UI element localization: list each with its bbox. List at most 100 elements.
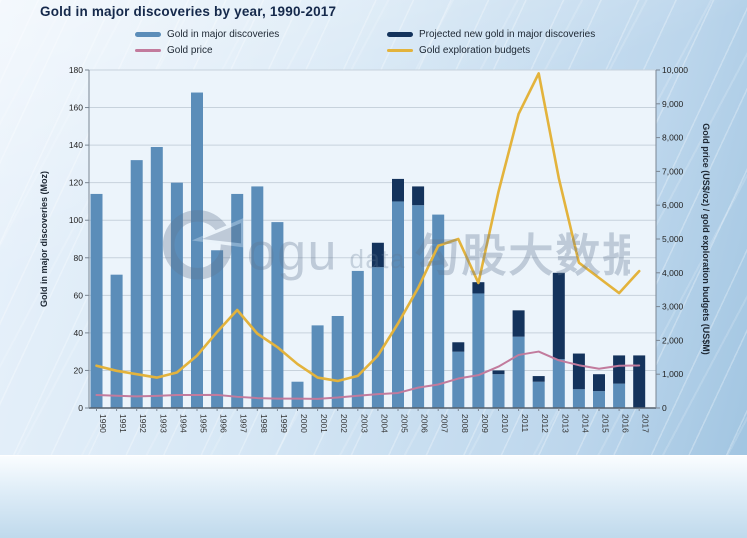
svg-text:2015: 2015 xyxy=(601,414,611,433)
svg-text:80: 80 xyxy=(74,253,84,263)
chart-title: Gold in major discoveries by year, 1990-… xyxy=(40,4,337,19)
svg-text:3,000: 3,000 xyxy=(662,302,684,312)
left-axis-ticks: 0 20 40 60 80 100 120 140 160 180 xyxy=(69,65,89,413)
svg-text:1991: 1991 xyxy=(118,414,128,433)
svg-text:2000: 2000 xyxy=(299,414,309,433)
x-axis-labels: 1990 1991 1992 1993 1994 1995 1996 1997 1998 1999… xyxy=(96,408,651,433)
bar-projected-2008 xyxy=(452,342,465,352)
legend-label-exploration-budgets: Gold exploration budgets xyxy=(419,44,531,56)
svg-text:2,000: 2,000 xyxy=(662,335,684,345)
bar-discovered-2000 xyxy=(291,381,304,408)
bar-discovered-1998 xyxy=(251,186,264,408)
svg-text:2009: 2009 xyxy=(480,414,490,433)
bar-discovered-2013 xyxy=(552,359,565,408)
svg-text:2011: 2011 xyxy=(520,414,530,433)
svg-text:2006: 2006 xyxy=(420,414,430,433)
bar-projected-2010 xyxy=(492,370,505,375)
bar-discovered-1997 xyxy=(231,193,244,408)
svg-text:2002: 2002 xyxy=(339,414,349,433)
svg-text:1995: 1995 xyxy=(199,414,209,433)
svg-text:2013: 2013 xyxy=(560,414,570,433)
bar-projected-2009 xyxy=(472,282,485,294)
legend-item-discoveries: Gold in major discoveries xyxy=(135,28,279,40)
bar-discovered-1996 xyxy=(211,250,224,408)
svg-text:2017: 2017 xyxy=(641,414,651,433)
legend-item-projected: Projected new gold in major discoveries xyxy=(387,28,595,40)
svg-text:1994: 1994 xyxy=(178,414,188,433)
svg-text:2004: 2004 xyxy=(379,414,389,433)
svg-text:10,000: 10,000 xyxy=(662,65,688,75)
svg-text:8,000: 8,000 xyxy=(662,133,684,143)
bar-discovered-2012 xyxy=(532,381,545,408)
bar-discovered-2008 xyxy=(452,351,465,408)
bar-discovered-1992 xyxy=(130,160,143,408)
svg-text:0: 0 xyxy=(662,403,667,413)
right-axis-title: Gold price (US$/oz) / gold exploration b… xyxy=(701,123,711,355)
svg-text:2012: 2012 xyxy=(540,414,550,433)
bar-discovered-1999 xyxy=(271,222,284,408)
svg-text:2003: 2003 xyxy=(359,414,369,433)
bar-discovered-1994 xyxy=(170,182,183,408)
bar-discovered-2007 xyxy=(432,214,445,408)
bar-projected-2005 xyxy=(392,178,404,202)
bar-projected-2015 xyxy=(593,374,605,392)
gold-price-line xyxy=(95,350,641,400)
bar-projected-2016 xyxy=(613,355,626,384)
svg-text:1992: 1992 xyxy=(138,414,148,433)
svg-text:2008: 2008 xyxy=(460,414,470,433)
legend-item-exploration-budgets: Gold exploration budgets xyxy=(387,44,530,56)
svg-text:2005: 2005 xyxy=(400,414,410,433)
bar-discovered-2014 xyxy=(572,389,585,408)
svg-text:5,000: 5,000 xyxy=(662,234,684,244)
svg-text:120: 120 xyxy=(69,178,83,188)
bar-projected-2011 xyxy=(512,310,525,337)
left-axis-title: Gold in major discoveries (Moz) xyxy=(39,171,49,307)
svg-text:1990: 1990 xyxy=(98,414,108,433)
svg-text:180: 180 xyxy=(69,65,83,75)
svg-text:1996: 1996 xyxy=(219,414,229,433)
svg-text:7,000: 7,000 xyxy=(662,166,684,176)
svg-text:140: 140 xyxy=(69,140,83,150)
bar-projected-2013 xyxy=(552,272,565,360)
gold-discoveries-chart: 0 20 40 60 80 100 120 140 160 180 0 1,000 2,000 3,000… xyxy=(39,65,711,433)
bar-discovered-2015 xyxy=(593,391,605,408)
svg-text:6,000: 6,000 xyxy=(662,200,684,210)
legend-swatch-projected xyxy=(387,31,413,37)
svg-text:2001: 2001 xyxy=(319,414,329,433)
svg-text:1993: 1993 xyxy=(158,414,168,433)
svg-text:1997: 1997 xyxy=(239,414,249,433)
bar-discovered-1993 xyxy=(150,146,163,408)
svg-text:2016: 2016 xyxy=(621,414,631,433)
bar-discovered-1991 xyxy=(110,274,123,408)
right-axis-ticks: 0 1,000 2,000 3,000 4,000 5,000 6,000 7,000 8,00… xyxy=(656,65,688,413)
svg-text:1998: 1998 xyxy=(259,414,269,433)
bar-projected-2012 xyxy=(532,376,545,382)
bar-discovered-1995 xyxy=(191,92,203,409)
bar-projected-2004 xyxy=(371,242,384,268)
legend-label-discoveries: Gold in major discoveries xyxy=(167,28,280,40)
bar-projected-2006 xyxy=(412,186,425,206)
svg-text:1999: 1999 xyxy=(279,414,289,433)
legend-label-gold-price: Gold price xyxy=(167,44,213,56)
bar-discovered-2002 xyxy=(331,315,344,408)
svg-text:2010: 2010 xyxy=(500,414,510,433)
svg-text:100: 100 xyxy=(69,215,83,225)
bar-discovered-2009 xyxy=(472,293,485,408)
legend-swatch-exploration-budgets xyxy=(387,48,413,52)
bar-projected-2014 xyxy=(572,353,585,390)
svg-text:2014: 2014 xyxy=(580,414,590,433)
bar-discovered-2016 xyxy=(613,383,626,408)
svg-text:4,000: 4,000 xyxy=(662,268,684,278)
legend-swatch-discoveries xyxy=(135,31,161,37)
svg-text:0: 0 xyxy=(78,403,83,413)
svg-text:160: 160 xyxy=(69,103,83,113)
exploration-budgets-line xyxy=(95,72,641,383)
bar-discovered-2011 xyxy=(512,336,525,408)
bar-discovered-2005 xyxy=(392,201,404,408)
bar-discovered-2003 xyxy=(351,270,364,408)
svg-text:1,000: 1,000 xyxy=(662,369,684,379)
bar-projected-2017 xyxy=(633,355,646,408)
bar-discovered-2006 xyxy=(412,205,425,408)
svg-text:9,000: 9,000 xyxy=(662,99,684,109)
